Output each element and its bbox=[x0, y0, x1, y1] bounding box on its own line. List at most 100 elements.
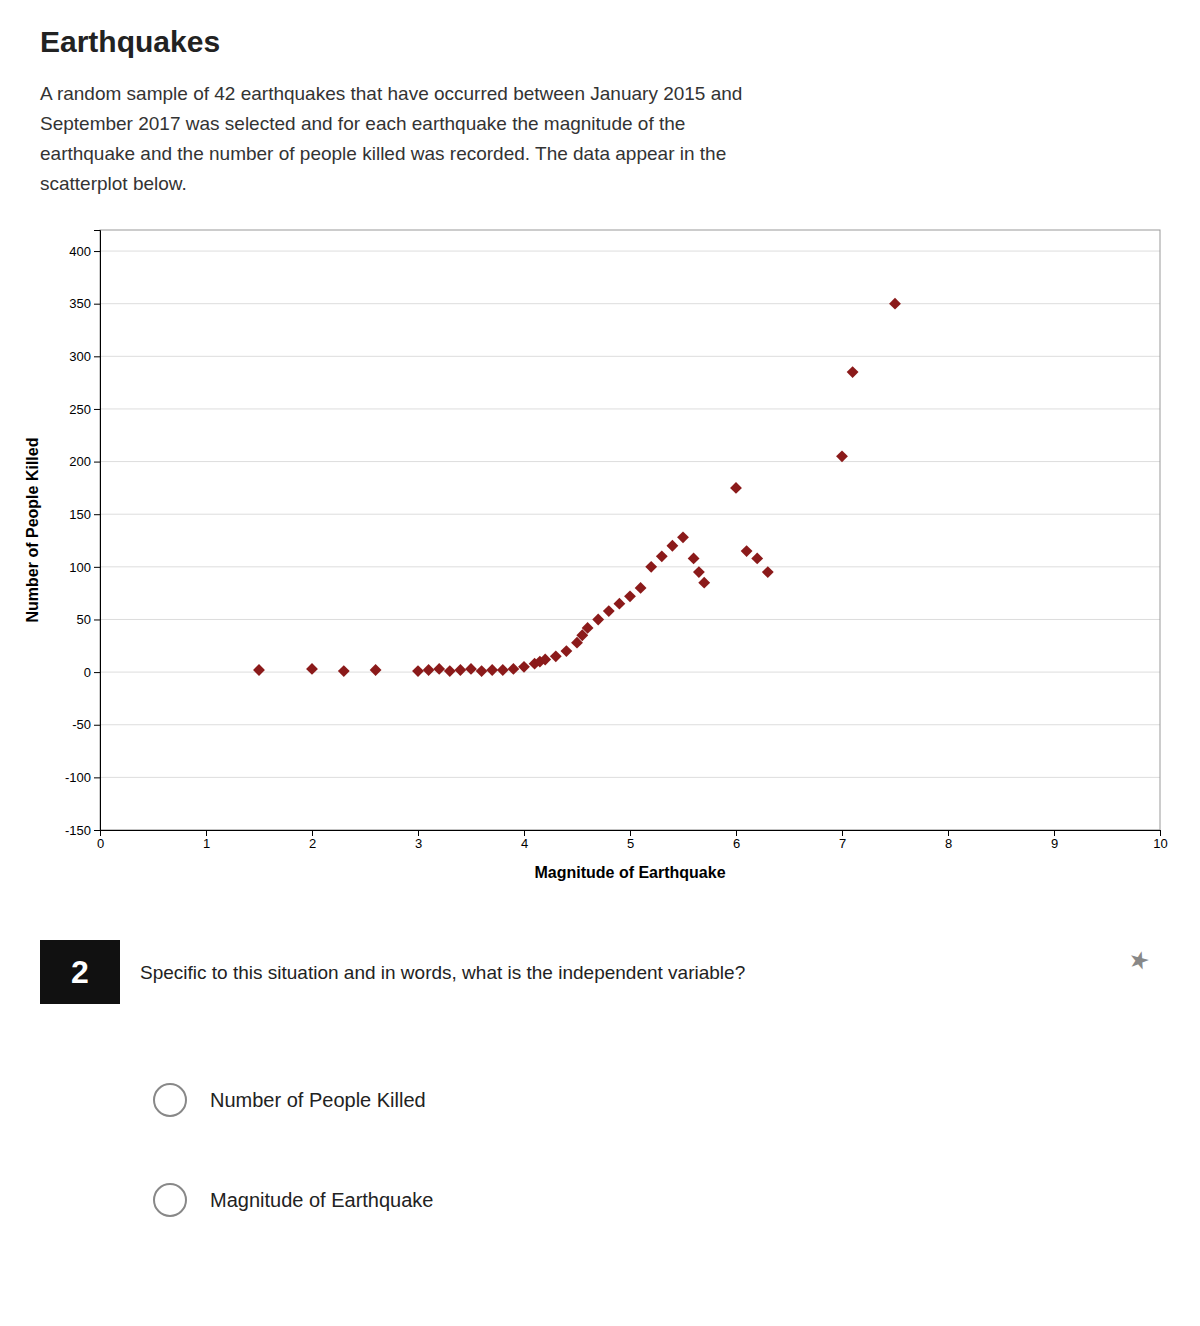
description-line: A random sample of 42 earthquakes that h… bbox=[40, 83, 742, 104]
point bbox=[507, 663, 519, 675]
description-line: scatterplot below. bbox=[40, 173, 187, 194]
grid-line bbox=[100, 566, 1160, 567]
question-number: 2 bbox=[71, 954, 89, 990]
x-tick-label: 3 bbox=[415, 836, 422, 851]
y-tick-mark bbox=[94, 356, 100, 357]
point bbox=[698, 577, 710, 589]
point bbox=[423, 664, 435, 676]
question: 2 Specific to this situation and in words… bbox=[40, 940, 1153, 1216]
point bbox=[497, 664, 509, 676]
point bbox=[476, 665, 488, 677]
point bbox=[730, 482, 742, 494]
point bbox=[338, 665, 350, 677]
y-tick-label: 100 bbox=[69, 560, 91, 575]
description-line: September 2017 was selected and for each… bbox=[40, 113, 685, 134]
bookmark-icon: ★ bbox=[1125, 944, 1153, 976]
point bbox=[693, 566, 705, 578]
x-tick-mark bbox=[842, 830, 843, 836]
point bbox=[412, 665, 424, 677]
grid-line bbox=[100, 303, 1160, 304]
x-tick-label: 9 bbox=[1051, 836, 1058, 851]
point bbox=[645, 561, 657, 573]
x-tick-label: 8 bbox=[945, 836, 952, 851]
x-tick: 1 bbox=[203, 830, 210, 851]
x-tick: 4 bbox=[521, 830, 528, 851]
x-axis-title: Magnitude of Earthquake bbox=[534, 864, 725, 881]
y-tick-label: 250 bbox=[69, 402, 91, 417]
y-tick-label: 300 bbox=[69, 349, 91, 364]
y-tick-mark bbox=[94, 304, 100, 305]
y-tick: 150 bbox=[69, 507, 100, 522]
grid-line bbox=[100, 408, 1160, 409]
point bbox=[762, 566, 774, 578]
point bbox=[741, 545, 753, 557]
y-tick-label: -50 bbox=[72, 717, 91, 732]
grid-line bbox=[100, 356, 1160, 357]
x-tick-label: 4 bbox=[521, 836, 528, 851]
y-tick: -150 bbox=[65, 823, 100, 838]
y-tick-mark bbox=[94, 462, 100, 463]
y-tick-label: -150 bbox=[65, 823, 91, 838]
y-tick-label: 400 bbox=[69, 244, 91, 259]
x-tick: 5 bbox=[627, 830, 634, 851]
x-tick: 0 bbox=[97, 830, 104, 851]
x-tick-mark bbox=[1054, 830, 1055, 836]
option-radio[interactable] bbox=[154, 1184, 186, 1216]
x-tick-label: 1 bbox=[203, 836, 210, 851]
point bbox=[444, 665, 456, 677]
x-tick-mark bbox=[1160, 830, 1161, 836]
y-axis: -150-100-50050100150200250300350400 bbox=[65, 231, 101, 838]
y-tick-mark bbox=[94, 567, 100, 568]
point bbox=[370, 664, 382, 676]
y-tick-mark bbox=[94, 777, 100, 778]
y-tick: 300 bbox=[69, 349, 100, 364]
option-text[interactable]: Magnitude of Earthquake bbox=[210, 1189, 434, 1211]
point bbox=[889, 298, 901, 310]
y-tick: 100 bbox=[69, 560, 100, 575]
point bbox=[656, 550, 668, 562]
point bbox=[465, 663, 477, 675]
x-tick-label: 7 bbox=[839, 836, 846, 851]
y-tick: 200 bbox=[69, 454, 100, 469]
x-tick-mark bbox=[418, 830, 419, 836]
y-tick-mark bbox=[94, 672, 100, 673]
y-tick: 250 bbox=[69, 402, 100, 417]
point bbox=[613, 598, 625, 610]
y-tick-mark bbox=[94, 725, 100, 726]
x-tick-mark bbox=[206, 830, 207, 836]
point bbox=[518, 661, 530, 673]
y-tick-mark bbox=[94, 409, 100, 410]
x-tick-mark bbox=[736, 830, 737, 836]
point bbox=[539, 654, 551, 666]
y-tick: 400 bbox=[69, 244, 100, 259]
option-radio[interactable] bbox=[154, 1084, 186, 1116]
point bbox=[677, 531, 689, 543]
point bbox=[603, 605, 615, 617]
x-tick-mark bbox=[524, 830, 525, 836]
question-text: Specific to this situation and in words,… bbox=[140, 962, 745, 983]
y-tick: -50 bbox=[72, 717, 100, 732]
x-tick-label: 6 bbox=[733, 836, 740, 851]
x-tick: 10 bbox=[1153, 830, 1167, 851]
grid-line bbox=[100, 461, 1160, 462]
x-tick-label: 0 bbox=[97, 836, 104, 851]
point bbox=[847, 366, 859, 378]
y-tick: 350 bbox=[69, 296, 100, 311]
y-tick-mark bbox=[94, 830, 100, 831]
option-text[interactable]: Number of People Killed bbox=[210, 1089, 426, 1111]
plot-frame bbox=[100, 230, 1160, 830]
point bbox=[486, 664, 498, 676]
point bbox=[253, 664, 265, 676]
point bbox=[688, 553, 700, 565]
grid-line bbox=[100, 251, 1160, 252]
y-axis-line bbox=[94, 231, 101, 831]
point bbox=[433, 663, 445, 675]
y-tick-label: 0 bbox=[84, 665, 91, 680]
point bbox=[624, 590, 636, 602]
y-tick-label: 200 bbox=[69, 454, 91, 469]
point bbox=[454, 664, 466, 676]
x-tick-label: 10 bbox=[1153, 836, 1167, 851]
question-number-box bbox=[40, 940, 120, 1004]
chart: EarthquakesA random sample of 42 earthqu… bbox=[0, 0, 1200, 1326]
grid-y bbox=[100, 251, 1160, 830]
